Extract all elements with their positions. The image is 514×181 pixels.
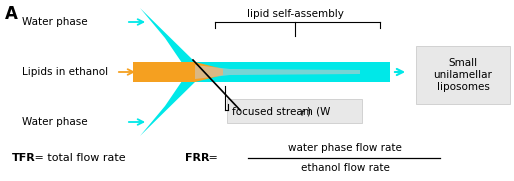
- Text: Lipids in ethanol: Lipids in ethanol: [22, 67, 108, 77]
- Text: ethanol flow rate: ethanol flow rate: [301, 163, 390, 173]
- Text: Water phase: Water phase: [22, 17, 87, 27]
- Polygon shape: [140, 8, 195, 82]
- Text: ): ): [306, 106, 310, 116]
- Text: = total flow rate: = total flow rate: [31, 153, 125, 163]
- Text: A: A: [5, 5, 18, 23]
- Text: Water phase: Water phase: [22, 117, 87, 127]
- Polygon shape: [140, 62, 195, 136]
- Text: FRR: FRR: [185, 153, 210, 163]
- Text: f: f: [301, 108, 303, 117]
- Bar: [195, 62, 390, 82]
- Polygon shape: [195, 62, 223, 82]
- Text: =: =: [205, 153, 222, 163]
- Text: water phase flow rate: water phase flow rate: [288, 143, 402, 153]
- Text: Small
unilamellar
liposomes: Small unilamellar liposomes: [434, 58, 492, 92]
- Bar: [133, 62, 195, 82]
- Text: TFR: TFR: [12, 153, 36, 163]
- FancyBboxPatch shape: [416, 46, 510, 104]
- Text: lipid self-assembly: lipid self-assembly: [247, 9, 343, 19]
- FancyBboxPatch shape: [227, 99, 362, 123]
- Polygon shape: [195, 65, 360, 79]
- Text: focused stream (W: focused stream (W: [232, 106, 331, 116]
